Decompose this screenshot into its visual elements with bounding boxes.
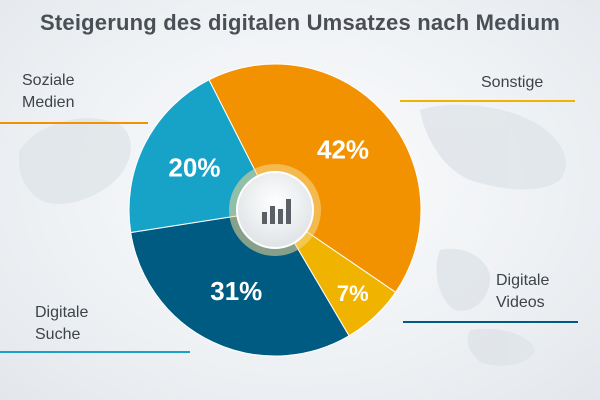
pie-slice-soziale-medien bbox=[208, 63, 422, 294]
label-digitale-suche: Digitale Suche bbox=[35, 304, 89, 343]
line-sonstige bbox=[400, 100, 575, 102]
center-hub bbox=[229, 164, 321, 256]
bar-chart-icon bbox=[262, 199, 291, 224]
world-map-background bbox=[18, 104, 566, 366]
value-label-soziale-medien: 42% bbox=[317, 134, 369, 164]
label-sonstige: Sonstige bbox=[481, 74, 544, 91]
value-label-digitale-videos: 31% bbox=[210, 276, 262, 306]
label-digitale-videos: Digitale Videos bbox=[496, 272, 550, 311]
label-soziale-medien: Soziale Medien bbox=[22, 72, 75, 111]
value-label-digitale-suche: 20% bbox=[168, 153, 220, 183]
chart-title: Steigerung des digitalen Umsatzes nach M… bbox=[40, 10, 560, 35]
line-digitale-suche bbox=[0, 351, 190, 353]
value-label-sonstige: 7% bbox=[337, 281, 369, 306]
line-digitale-videos bbox=[403, 321, 578, 323]
line-soziale-medien bbox=[0, 122, 148, 124]
